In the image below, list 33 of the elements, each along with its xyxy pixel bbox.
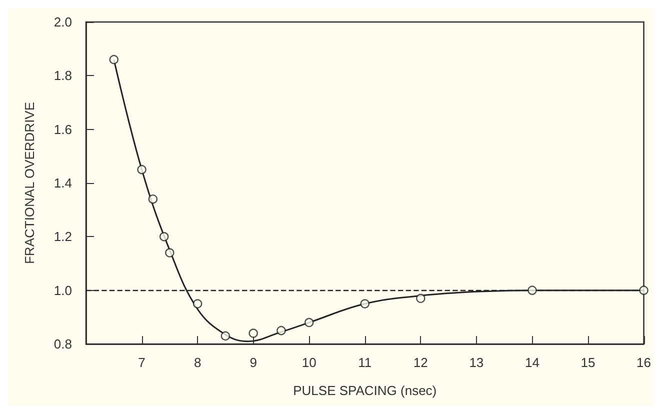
y-tick-label: 1.6 <box>54 122 72 137</box>
point <box>416 294 426 303</box>
x-axis-title: PULSE SPACING (nsec) <box>293 383 437 398</box>
y-tick-label: 0.8 <box>54 336 72 352</box>
point <box>192 299 202 308</box>
point <box>639 286 648 295</box>
y-tick-label: 1.0 <box>54 282 72 298</box>
y-tick-label: 2.0 <box>54 14 72 30</box>
point <box>248 328 258 338</box>
y-axis-title: FRACTIONAL OVERDRIVE <box>22 102 37 264</box>
y-tick-label: 1.4 <box>54 176 72 190</box>
point <box>220 331 230 341</box>
point <box>528 286 537 295</box>
x-tick-label: 13 <box>469 355 484 370</box>
y-tick-label: 1.8 <box>54 68 72 84</box>
y-tick-label: 1.2 <box>54 229 72 244</box>
point <box>304 318 314 328</box>
x-tick-label: 16 <box>636 355 652 370</box>
x-tick-label: 11 <box>358 355 372 370</box>
x-tick-label: 9 <box>250 355 257 370</box>
x-tick-label: 14 <box>524 355 540 370</box>
point <box>165 248 174 258</box>
point <box>109 54 118 64</box>
x-tick-label: 10 <box>302 355 316 370</box>
x-tick-label: 15 <box>580 355 596 370</box>
point <box>137 164 146 174</box>
point <box>276 326 286 336</box>
point <box>159 232 169 242</box>
point <box>360 299 370 308</box>
x-tick-label: 7 <box>138 355 146 370</box>
x-tick-label: 8 <box>194 355 202 370</box>
x-tick-label: 12 <box>413 355 428 370</box>
point <box>148 194 158 204</box>
